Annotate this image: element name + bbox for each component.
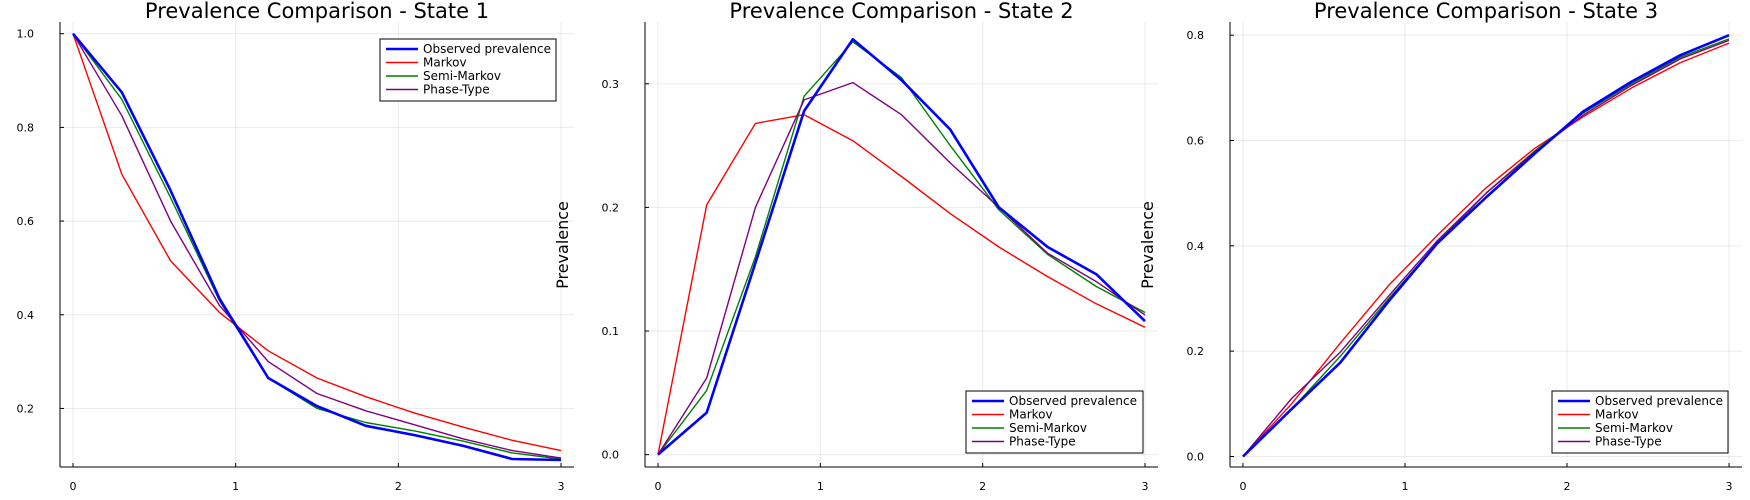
y-tick-label: 0.2 [1187, 345, 1205, 358]
x-tick-label: 0 [654, 480, 661, 493]
series-line-semi-markov [657, 41, 1146, 456]
y-tick-label: 0.2 [17, 402, 35, 415]
legend-label: Markov [1009, 408, 1053, 422]
y-tick-label: 0.6 [17, 215, 35, 228]
x-tick-label: 3 [557, 480, 564, 493]
legend-label: Phase-Type [423, 83, 490, 97]
y-tick-label: 0.0 [602, 449, 620, 462]
y-tick-label: 0.8 [1187, 29, 1205, 42]
y-tick-label: 1.0 [17, 28, 35, 41]
series-line-phase-type [72, 33, 562, 459]
y-axis-label: Prevalence [1138, 201, 1157, 289]
y-tick-label: 0.3 [602, 78, 620, 91]
series-line-semi-markov [72, 33, 562, 460]
y-tick-label: 0.0 [1187, 450, 1205, 463]
y-tick-label: 0.1 [602, 325, 620, 338]
legend-label: Markov [1595, 408, 1639, 422]
legend-label: Phase-Type [1009, 435, 1076, 449]
chart-panel-1: 0 1 2 3 0.2 0.4 0.6 0.8 1.0 Prevalence Comparison… [17, 0, 574, 493]
x-tick-label: 3 [1726, 480, 1733, 493]
x-tick-label: 1 [232, 480, 239, 493]
series-line-phase-type [657, 81, 1146, 455]
legend-label: Observed prevalence [1009, 394, 1137, 408]
legend: Observed prevalenceMarkovSemi-MarkovPhas… [965, 390, 1144, 454]
x-tick-label: 0 [70, 480, 77, 493]
x-tick-label: 2 [979, 480, 986, 493]
legend-label: Observed prevalence [1595, 394, 1723, 408]
series-line-phase-type [1242, 39, 1730, 457]
x-tick-label: 0 [1239, 480, 1246, 493]
series-line-markov [1242, 42, 1730, 457]
y-tick-label: 0.2 [602, 201, 620, 214]
x-tick-label: 3 [1142, 480, 1149, 493]
series-line-observed-prevalence [1242, 33, 1730, 458]
legend-label: Semi-Markov [1595, 421, 1673, 435]
legend: Observed prevalenceMarkovSemi-MarkovPhas… [379, 38, 557, 102]
chart-title: Prevalence Comparison - State 1 [145, 0, 489, 23]
y-tick-label: 0.4 [17, 309, 35, 322]
y-tick-label: 0.6 [1187, 134, 1205, 147]
legend-label: Semi-Markov [1009, 421, 1087, 435]
chart-panel-2: 0 1 2 3 0.0 0.1 0.2 0.3 Prevalence Comparison - … [553, 0, 1158, 493]
series-line-markov [72, 33, 562, 452]
legend-label: Semi-Markov [423, 69, 501, 83]
x-tick-label: 2 [395, 480, 402, 493]
y-tick-label: 0.8 [17, 121, 35, 134]
legend-label: Observed prevalence [423, 42, 551, 56]
series-line-observed-prevalence [72, 32, 562, 462]
x-tick-label: 1 [817, 480, 824, 493]
y-axis-label: Prevalence [553, 201, 572, 289]
legend: Observed prevalenceMarkovSemi-MarkovPhas… [1551, 390, 1729, 454]
y-tick-label: 0.4 [1187, 240, 1205, 253]
chart-title: Prevalence Comparison - State 2 [729, 0, 1073, 23]
legend-label: Phase-Type [1595, 435, 1662, 449]
x-tick-label: 1 [1401, 480, 1408, 493]
x-tick-label: 2 [1564, 480, 1571, 493]
chart-title: Prevalence Comparison - State 3 [1314, 0, 1658, 23]
legend-label: Markov [423, 56, 467, 70]
series-line-markov [657, 113, 1146, 455]
series-line-observed-prevalence [657, 37, 1146, 456]
chart-panel-3: 0 1 2 3 0.0 0.2 0.4 0.6 0.8 Prevalence Comparison… [1138, 0, 1742, 493]
